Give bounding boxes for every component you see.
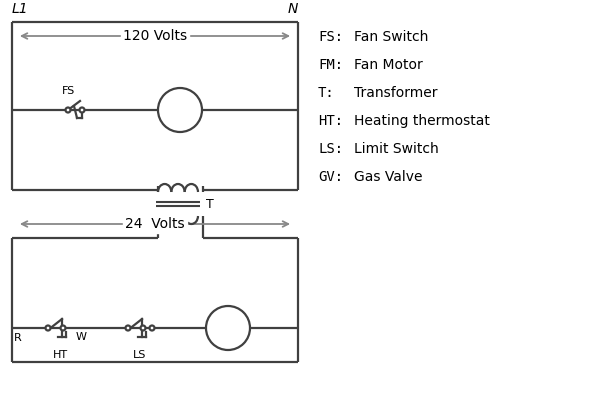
Text: R: R: [14, 333, 22, 343]
Text: Heating thermostat: Heating thermostat: [354, 114, 490, 128]
Text: HT:: HT:: [318, 114, 343, 128]
Text: Fan Switch: Fan Switch: [354, 30, 428, 44]
Text: 120 Volts: 120 Volts: [123, 29, 187, 43]
Circle shape: [158, 88, 202, 132]
Text: W: W: [76, 332, 87, 342]
Circle shape: [206, 306, 250, 350]
Circle shape: [80, 108, 84, 112]
Text: FM: FM: [171, 104, 189, 116]
Circle shape: [126, 326, 130, 330]
Text: LS: LS: [133, 350, 147, 360]
Text: T: T: [206, 198, 214, 210]
Circle shape: [149, 326, 155, 330]
Circle shape: [45, 326, 51, 330]
Text: Limit Switch: Limit Switch: [354, 142, 439, 156]
Text: FS:: FS:: [318, 30, 343, 44]
Text: FM:: FM:: [318, 58, 343, 72]
Circle shape: [140, 326, 146, 330]
Text: FS: FS: [62, 86, 76, 96]
Text: GV: GV: [219, 322, 237, 334]
Text: Fan Motor: Fan Motor: [354, 58, 423, 72]
Text: 24  Volts: 24 Volts: [125, 217, 185, 231]
Text: L1: L1: [12, 2, 29, 16]
Text: GV:: GV:: [318, 170, 343, 184]
Circle shape: [65, 108, 70, 112]
Text: LS:: LS:: [318, 142, 343, 156]
Text: Gas Valve: Gas Valve: [354, 170, 422, 184]
Text: N: N: [288, 2, 298, 16]
Text: T:: T:: [318, 86, 335, 100]
Text: Transformer: Transformer: [354, 86, 438, 100]
Text: HT: HT: [53, 350, 68, 360]
Circle shape: [61, 326, 65, 330]
